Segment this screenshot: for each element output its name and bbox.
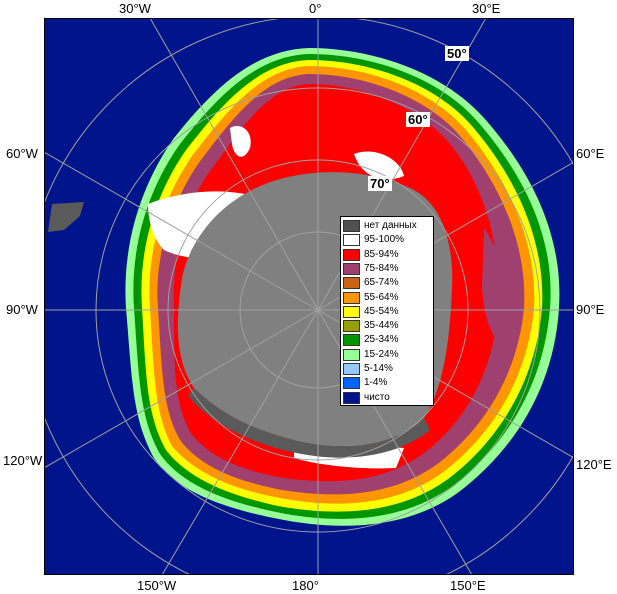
legend-label: 25-34% [364, 334, 399, 346]
ice-patch-95-100 [230, 126, 251, 157]
lat-label-70: 70° [368, 176, 392, 191]
legend-item: 45-54% [343, 305, 431, 319]
legend-item: нет данных [343, 219, 431, 233]
legend-item: 55-64% [343, 291, 431, 305]
legend-item: 35-44% [343, 319, 431, 333]
lon-label-30w: 30°W [119, 1, 151, 16]
legend-label: 75-84% [364, 262, 399, 274]
legend-item: 95-100% [343, 233, 431, 247]
legend-label: 15-24% [364, 348, 399, 360]
lon-label-90e: 90°E [576, 302, 605, 317]
lon-label-90w: 90°W [6, 302, 38, 317]
legend-label: 5-14% [364, 363, 393, 374]
lon-label-120e: 120°E [576, 457, 612, 472]
legend-item: 85-94% [343, 248, 431, 262]
ice-patch-75-84 [482, 228, 508, 340]
legend-item: 75-84% [343, 262, 431, 276]
legend-swatch [343, 363, 360, 375]
legend-item: 65-74% [343, 276, 431, 290]
legend-item: 1-4% [343, 376, 431, 390]
legend-swatch [343, 348, 360, 361]
legend-swatch [343, 391, 360, 404]
coastal-no-data [188, 388, 430, 458]
south-america-landmass [48, 202, 84, 232]
lon-label-120w: 120°W [3, 453, 43, 468]
legend-swatch [343, 305, 360, 318]
legend-swatch [343, 234, 360, 247]
legend-swatch [343, 320, 360, 333]
legend-item: 5-14% [343, 362, 431, 376]
legend-swatch [343, 248, 360, 261]
legend-label: 35-44% [364, 320, 399, 332]
legend-item: чисто [343, 391, 431, 405]
lon-label-60w: 60°W [6, 146, 38, 161]
legend-item: 15-24% [343, 348, 431, 362]
legend-label: 95-100% [364, 234, 405, 246]
lon-label-0: 0° [309, 1, 322, 16]
legend-item: 25-34% [343, 333, 431, 347]
legend-swatch [343, 334, 360, 347]
lon-label-30e: 30°E [472, 1, 501, 16]
legend-label: 85-94% [364, 248, 399, 260]
legend-label: чисто [364, 391, 390, 403]
lat-label-60: 60° [406, 112, 430, 127]
legend-swatch [343, 377, 360, 390]
legend-label: нет данных [364, 220, 417, 231]
sea-ice-concentration-map [44, 18, 574, 575]
legend-swatch [343, 291, 360, 304]
concentration-legend: нет данных 95-100% 85-94% 75-84% 65-74% 55-64… [340, 216, 434, 406]
legend-label: 55-64% [364, 291, 399, 303]
legend-label: 1-4% [364, 377, 388, 389]
legend-label: 65-74% [364, 277, 399, 289]
lon-label-60e: 60°E [576, 146, 605, 161]
legend-swatch [343, 262, 360, 275]
lon-label-150w: 150°W [137, 578, 177, 593]
lon-label-150e: 150°E [450, 578, 486, 593]
ice-patch-95-100 [354, 151, 404, 180]
legend-swatch [343, 220, 360, 232]
legend-swatch [343, 277, 360, 290]
lon-label-180: 180° [292, 578, 319, 593]
lat-label-50: 50° [445, 46, 469, 61]
legend-label: 45-54% [364, 305, 399, 317]
